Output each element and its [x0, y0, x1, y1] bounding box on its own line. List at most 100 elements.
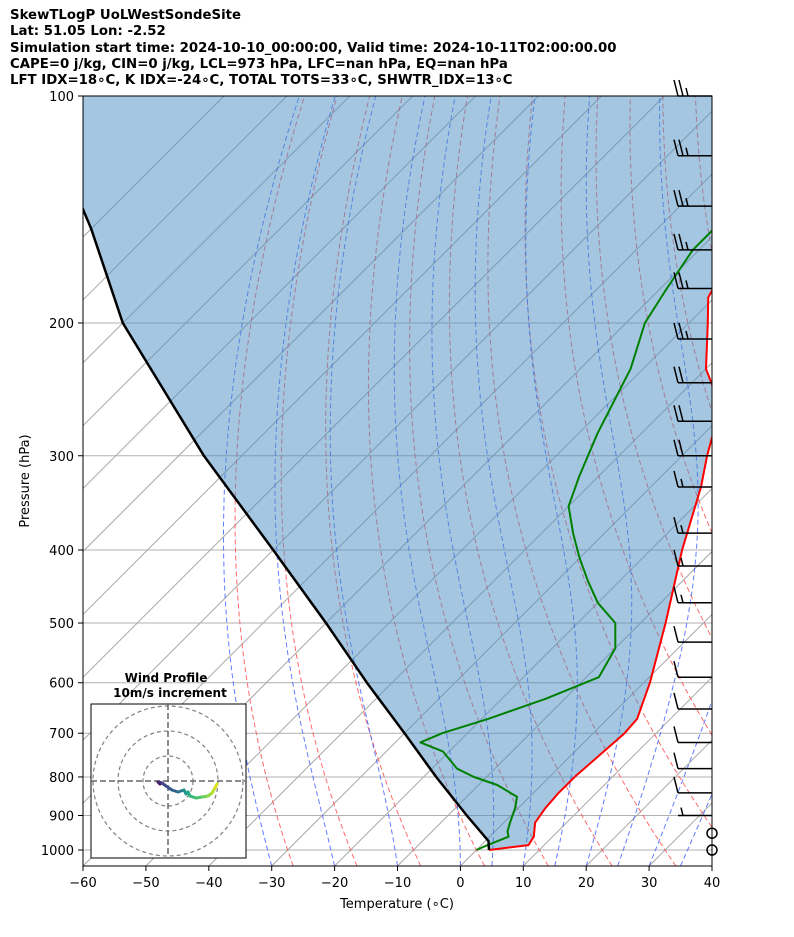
wind-barbs	[673, 79, 718, 856]
wind-barb	[673, 233, 712, 251]
wind-barb-half-flag	[685, 198, 689, 207]
wind-barb	[673, 322, 712, 340]
parcel-profile-line	[83, 206, 491, 851]
wind-barb-flag	[673, 625, 679, 643]
y-tick-label: 1000	[41, 844, 74, 859]
wind-barb	[673, 776, 712, 794]
stability-line: CAPE=0 j/kg, CIN=0 j/kg, LCL=973 hPa, LF…	[10, 56, 508, 72]
wind-barb	[673, 549, 712, 567]
wind-barb-flag	[673, 586, 679, 603]
profile-lines	[83, 206, 712, 851]
x-axis-label: Temperature (∘C)	[339, 897, 454, 912]
wind-barb-half-flag	[680, 807, 684, 816]
temperature-line	[488, 288, 712, 851]
wind-barb-flag	[673, 776, 679, 794]
calm-wind-circle	[706, 844, 718, 856]
x-tick-label: −60	[69, 876, 96, 891]
wind-barb-flag	[678, 272, 684, 289]
wind-barb	[673, 272, 712, 290]
x-tick-label: 30	[641, 876, 658, 891]
wind-barb-half-flag	[680, 557, 684, 567]
dry-adiabat	[728, 96, 794, 866]
wind-barb	[673, 516, 712, 534]
y-tick-label: 500	[49, 617, 74, 632]
wind-barb	[678, 807, 712, 817]
x-tick-label: −20	[321, 876, 348, 891]
wind-barb-flag	[678, 190, 684, 207]
y-tick-label: 700	[49, 727, 74, 742]
dry-adiabat	[761, 96, 794, 866]
location-line: Lat: 51.05 Lon: -2.52	[10, 24, 166, 40]
wind-barb	[673, 625, 712, 643]
wind-barb	[673, 190, 712, 207]
wind-barb-flag	[678, 366, 684, 383]
wind-barb	[673, 661, 712, 678]
x-tick-label: −10	[384, 876, 411, 891]
y-tick-label: 400	[49, 544, 74, 559]
y-tick-label: 900	[49, 810, 74, 825]
wind-barb-flag	[673, 405, 679, 422]
axis-ticks: −60 −50 −40 −30 −20 −10 0 10 20 30 40 1000 900 800 700…	[41, 90, 720, 891]
wind-barb-flag	[678, 139, 684, 156]
wind-barb	[673, 726, 712, 744]
wind-barb-flag	[673, 692, 679, 710]
wind-barb	[673, 405, 712, 423]
moist-adiabat	[648, 699, 712, 866]
y-tick-label: 600	[49, 677, 74, 692]
isotherm-line	[711, 865, 712, 866]
time-line: Simulation start time: 2024-10-10_00:00:…	[10, 40, 617, 56]
wind-barb-flag	[673, 139, 679, 156]
x-tick-label: 40	[704, 876, 721, 891]
chart-header: SkewTLogP UoLWestSondeSite Lat: 51.05 Lo…	[10, 8, 617, 89]
wind-barb-flag	[673, 439, 679, 456]
wind-barb-flag	[673, 516, 679, 534]
y-axis-label: Pressure (hPa)	[18, 434, 33, 527]
wind-barb-flag	[673, 549, 679, 567]
wind-barb-half-flag	[685, 330, 689, 340]
wind-barb	[673, 470, 712, 488]
calm-wind-circle	[706, 827, 718, 839]
wind-barb-flag	[673, 470, 679, 488]
wind-barb-flag	[678, 405, 684, 422]
wind-barb-flag	[678, 233, 684, 251]
isotherm-line	[522, 676, 712, 866]
hodograph-trace-segment	[213, 782, 219, 790]
wind-barb-flag	[678, 322, 684, 340]
wind-barb-half-flag	[685, 87, 689, 97]
wind-barb	[673, 692, 712, 710]
negative-area-shading	[83, 96, 712, 850]
wind-barb-flag	[673, 752, 679, 769]
y-tick-label: 800	[49, 771, 74, 786]
wind-barb	[673, 752, 712, 770]
wind-barb-half-flag	[680, 594, 684, 603]
x-tick-label: −30	[258, 876, 285, 891]
dry-adiabat	[280, 96, 358, 866]
x-tick-label: 20	[578, 876, 595, 891]
wind-barb-flag	[673, 366, 679, 383]
wind-barb-half-flag	[685, 147, 689, 156]
wind-barb-flag	[673, 322, 679, 340]
wind-barb-flag	[673, 190, 679, 207]
hodograph-title: Wind Profile	[125, 671, 208, 685]
y-tick-label: 100	[49, 90, 74, 105]
wind-barb-half-flag	[685, 280, 689, 289]
x-tick-label: 10	[515, 876, 532, 891]
wind-barb-half-flag	[680, 478, 684, 488]
wind-barb-flag	[673, 233, 679, 251]
x-tick-label: −40	[195, 876, 222, 891]
hodograph-inset: Wind Profile 10m/s increment	[90, 671, 247, 859]
cape-cin-shading	[83, 96, 712, 850]
y-tick-label: 200	[49, 317, 74, 332]
wind-barb-half-flag	[680, 524, 684, 534]
wind-barb	[673, 586, 712, 604]
x-tick-label: −50	[132, 876, 159, 891]
wind-barb	[673, 79, 712, 97]
y-tick-label: 300	[49, 450, 74, 465]
wind-barb	[673, 139, 712, 157]
wind-barb-flag	[673, 272, 679, 289]
wind-barb-flag	[673, 726, 679, 743]
hodograph-subtitle: 10m/s increment	[113, 686, 227, 700]
moist-adiabat	[617, 96, 699, 866]
moist-adiabat	[680, 792, 712, 866]
